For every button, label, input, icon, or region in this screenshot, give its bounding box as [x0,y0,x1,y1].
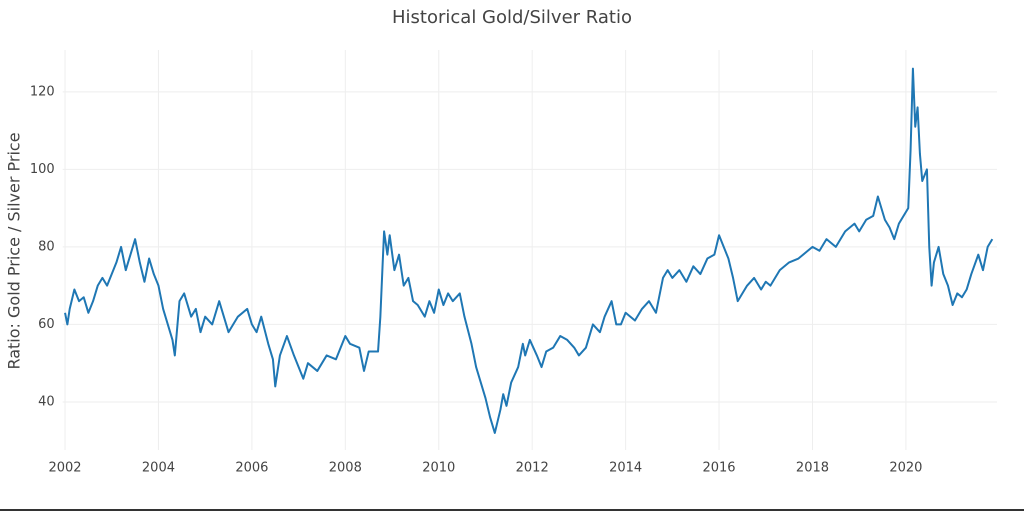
x-tick-label: 2010 [422,461,455,476]
x-tick-label: 2014 [609,461,642,476]
x-tick-label: 2016 [702,461,735,476]
y-tick-label: 60 [38,317,55,332]
y-axis-label: Ratio: Gold Price / Silver Price [5,132,24,369]
y-tick-label: 40 [38,394,55,409]
data-line [64,67,994,434]
x-tick-label: 2008 [329,461,362,476]
chart-title: Historical Gold/Silver Ratio [392,7,632,28]
x-tick-label: 2006 [235,461,268,476]
x-tick-label: 2002 [48,461,81,476]
y-tick-label: 120 [30,84,55,99]
x-tick-label: 2018 [796,461,829,476]
y-tick-label: 80 [38,239,55,254]
x-tick-label: 2004 [142,461,175,476]
y-tick-label: 100 [30,162,55,177]
x-tick-label: 2020 [889,461,922,476]
x-tick-label: 2012 [516,461,549,476]
